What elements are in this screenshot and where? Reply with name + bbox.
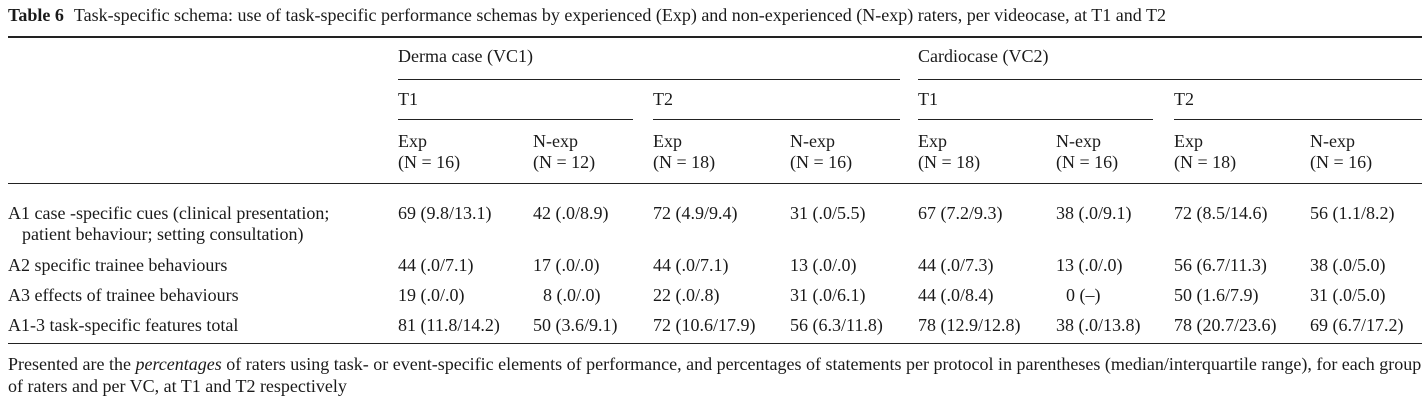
group-header: Exp (N = 18) bbox=[1174, 131, 1236, 173]
vc1-t2-header: T2 bbox=[653, 89, 673, 109]
table-cell: 50 (1.6/7.9) bbox=[1174, 285, 1259, 305]
group-name: N-exp bbox=[790, 131, 835, 151]
group-n: (N = 16) bbox=[790, 152, 853, 172]
vc1-header-rule bbox=[398, 79, 900, 80]
footnote-text-before: Presented are the bbox=[8, 354, 136, 374]
group-name: Exp bbox=[398, 131, 427, 151]
group-n: (N = 18) bbox=[1174, 152, 1237, 172]
table-cell: 72 (4.9/9.4) bbox=[653, 203, 738, 223]
table-cell: 17 (.0/.0) bbox=[533, 255, 600, 275]
vc2-header-rule bbox=[918, 79, 1422, 80]
vc2-t1-rule bbox=[918, 119, 1153, 120]
table-cell: 69 (9.8/13.1) bbox=[398, 203, 492, 223]
table-cell: 31 (.0/5.5) bbox=[790, 203, 866, 223]
table-cell: 44 (.0/7.3) bbox=[918, 255, 994, 275]
vc2-header: Cardiocase (VC2) bbox=[918, 46, 1049, 66]
table-cell: 81 (11.8/14.2) bbox=[398, 315, 500, 335]
table-cell: 72 (8.5/14.6) bbox=[1174, 203, 1268, 223]
group-header: N-exp (N = 16) bbox=[1310, 131, 1372, 173]
table-cell: 22 (.0/.8) bbox=[653, 285, 720, 305]
footnote-text-after: of raters using task- or event-specific … bbox=[8, 354, 1422, 396]
group-name: N-exp bbox=[1310, 131, 1355, 151]
vc1-t1-header: T1 bbox=[398, 89, 418, 109]
footnote-emphasis: percentages bbox=[135, 354, 222, 374]
row-label-line: patient behaviour; setting consultation) bbox=[22, 224, 304, 244]
group-header: Exp (N = 18) bbox=[653, 131, 715, 173]
group-header: N-exp (N = 16) bbox=[1056, 131, 1118, 173]
vc2-t2-rule bbox=[1174, 119, 1422, 120]
table-caption: Table 6 Task-specific schema: use of task… bbox=[8, 4, 1166, 26]
table-cell: 13 (.0/.0) bbox=[790, 255, 857, 275]
table-cell: 50 (3.6/9.1) bbox=[533, 315, 618, 335]
table-cell: 72 (10.6/17.9) bbox=[653, 315, 756, 335]
vc1-header: Derma case (VC1) bbox=[398, 46, 533, 66]
table-caption-text: Task-specific schema: use of task-specif… bbox=[73, 5, 1166, 25]
row-label: A3 effects of trainee behaviours bbox=[8, 285, 239, 305]
group-name: Exp bbox=[1174, 131, 1203, 151]
group-n: (N = 16) bbox=[1056, 152, 1119, 172]
vc2-t1-header: T1 bbox=[918, 89, 938, 109]
group-n: (N = 12) bbox=[533, 152, 596, 172]
table-footnote: Presented are the percentages of raters … bbox=[8, 353, 1422, 397]
table-cell: 13 (.0/.0) bbox=[1056, 255, 1123, 275]
group-header: N-exp (N = 12) bbox=[533, 131, 595, 173]
row-label-line: A1 case -specific cues (clinical present… bbox=[8, 203, 330, 223]
table-cell: 44 (.0/7.1) bbox=[653, 255, 729, 275]
table-cell: 56 (1.1/8.2) bbox=[1310, 203, 1395, 223]
group-header: Exp (N = 16) bbox=[398, 131, 460, 173]
table-cell: 31 (.0/6.1) bbox=[790, 285, 866, 305]
group-n: (N = 18) bbox=[918, 152, 981, 172]
row-label: A2 specific trainee behaviours bbox=[8, 255, 228, 275]
group-header: Exp (N = 18) bbox=[918, 131, 980, 173]
group-header: N-exp (N = 16) bbox=[790, 131, 852, 173]
table-cell: 8 (.0/.0) bbox=[543, 285, 601, 305]
table-cell: 44 (.0/7.1) bbox=[398, 255, 474, 275]
group-name: N-exp bbox=[533, 131, 578, 151]
group-name: Exp bbox=[918, 131, 947, 151]
table-cell: 42 (.0/8.9) bbox=[533, 203, 609, 223]
bottom-rule bbox=[8, 343, 1422, 344]
top-rule bbox=[8, 36, 1422, 38]
table-cell: 56 (6.7/11.3) bbox=[1174, 255, 1267, 275]
table-cell: 38 (.0/5.0) bbox=[1310, 255, 1386, 275]
table-cell: 69 (6.7/17.2) bbox=[1310, 315, 1404, 335]
table-cell: 67 (7.2/9.3) bbox=[918, 203, 1003, 223]
table-cell: 56 (6.3/11.8) bbox=[790, 315, 883, 335]
table-cell: 38 (.0/13.8) bbox=[1056, 315, 1141, 335]
group-n: (N = 18) bbox=[653, 152, 716, 172]
row-label: A1 case -specific cues (clinical present… bbox=[8, 203, 329, 245]
vc1-t1-rule bbox=[398, 119, 633, 120]
table-cell: 78 (20.7/23.6) bbox=[1174, 315, 1277, 335]
table-cell: 38 (.0/9.1) bbox=[1056, 203, 1132, 223]
table-cell: 0 (–) bbox=[1066, 285, 1101, 305]
group-n: (N = 16) bbox=[1310, 152, 1373, 172]
table-cell: 78 (12.9/12.8) bbox=[918, 315, 1021, 335]
group-n: (N = 16) bbox=[398, 152, 461, 172]
row-label: A1-3 task-specific features total bbox=[8, 315, 239, 335]
table-label: Table 6 bbox=[8, 5, 64, 25]
vc2-t2-header: T2 bbox=[1174, 89, 1194, 109]
table-cell: 31 (.0/5.0) bbox=[1310, 285, 1386, 305]
group-name: N-exp bbox=[1056, 131, 1101, 151]
table-cell: 19 (.0/.0) bbox=[398, 285, 465, 305]
table-cell: 44 (.0/8.4) bbox=[918, 285, 994, 305]
group-name: Exp bbox=[653, 131, 682, 151]
vc1-t2-rule bbox=[653, 119, 900, 120]
header-bottom-rule bbox=[8, 183, 1422, 184]
